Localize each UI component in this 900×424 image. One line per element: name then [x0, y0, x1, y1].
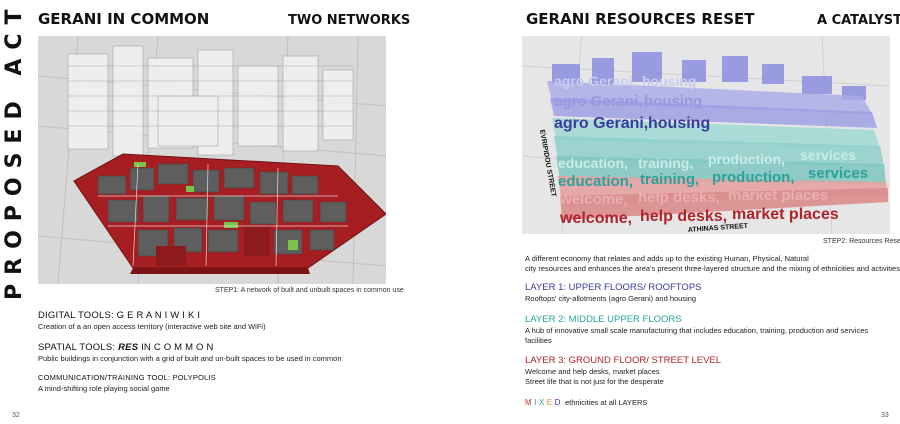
- layer-2-title: LAYER 2: MIDDLE UPPER FLOORS: [525, 314, 682, 325]
- fig-word-helpdesks-1: help desks,: [638, 189, 720, 206]
- mixed-rest-text: ethnicities at all LAYERS: [562, 398, 648, 407]
- layer-1-desc: Rooftops' city-allotments (agro Gerani) …: [525, 294, 697, 303]
- vertical-title: PROPOSED ACTION: [2, 0, 27, 300]
- left-heading: GERANI IN COMMON: [38, 10, 210, 28]
- resources-drawing: agro Gerani, housing agro Gerani, housin…: [522, 36, 890, 234]
- mixed-letter-x: X: [538, 398, 547, 407]
- right-subheading: A CATALYST: [817, 13, 900, 28]
- intro-line-1: A different economy that relates and add…: [525, 254, 809, 263]
- spatial-tools-emph: RES: [118, 342, 139, 353]
- mixed-letter-m: M: [525, 398, 535, 407]
- spatial-tools-desc: Public buildings in conjunction with a g…: [38, 354, 342, 363]
- layer-2-desc-2: facilities: [525, 336, 552, 345]
- mixed-ethnicities-line: MIXED ethnicities at all LAYERS: [525, 398, 647, 407]
- left-caption: STEP1: A network of built and unbuilt sp…: [215, 287, 404, 294]
- layer-1-title: LAYER 1: UPPER FLOORS/ ROOFTOPS: [525, 282, 702, 293]
- intro-line-2: city resources and enhances the area's p…: [525, 264, 900, 273]
- fig-word-agro-1: agro Gerani,: [554, 73, 636, 89]
- fig-word-welcome-2: welcome,: [559, 210, 632, 227]
- fig-word-market-1: market places: [728, 187, 828, 204]
- left-page: PROPOSED ACTION GERANI IN COMMON TWO NET…: [2, 0, 411, 419]
- fig-word-training-1: training,: [638, 155, 693, 171]
- layer-3-desc-2: Street life that is not just for the des…: [525, 377, 664, 386]
- network-drawing: [38, 36, 386, 284]
- fig-word-education-2: education,: [558, 173, 633, 190]
- fig-word-agro-3: agro Gerani,: [554, 115, 648, 132]
- fig-word-services-2: services: [808, 165, 868, 182]
- fig-word-market-2: market places: [732, 206, 839, 223]
- communication-tool-title: COMMUNICATION/TRAINING TOOL: POLYPOLIS: [38, 373, 216, 382]
- mixed-letter-d: D: [554, 398, 563, 407]
- layer-3-desc-1: Welcome and help desks, market places: [525, 367, 660, 376]
- digital-tools-prefix: DIGITAL TOOLS:: [38, 310, 117, 321]
- layer-3-title: LAYER 3: GROUND FLOOR/ STREET LEVEL: [525, 355, 722, 366]
- fig-word-agro-2: agro Gerani,: [554, 93, 642, 110]
- spatial-tools-title: SPATIAL TOOLS: RES IN C O M M O N: [38, 342, 214, 353]
- spatial-tools-name: IN C O M M O N: [138, 342, 214, 353]
- fig-word-housing-2: housing: [644, 93, 702, 110]
- resources-figure: agro Gerani, housing agro Gerani, housin…: [522, 36, 890, 234]
- mixed-letter-e: E: [546, 398, 555, 407]
- fig-word-education-1: education,: [558, 155, 628, 171]
- network-figure: [38, 36, 386, 284]
- communication-tool-desc: A mind-shifting role playing social game: [38, 384, 170, 393]
- left-subheading: TWO NETWORKS: [288, 13, 411, 28]
- spatial-tools-prefix: SPATIAL TOOLS:: [38, 342, 119, 353]
- fig-word-housing-3: housing: [648, 115, 710, 132]
- right-heading: GERANI RESOURCES RESET: [526, 10, 755, 28]
- athinas-street-label: ATHINAS STREET: [688, 223, 749, 234]
- fig-word-production-2: production,: [712, 169, 795, 186]
- fig-word-housing-1: housing: [642, 73, 696, 89]
- communication-tool-name: POLYPOLIS: [172, 373, 216, 382]
- digital-tools-name: G E R A N I W I K I: [116, 310, 201, 321]
- fig-word-helpdesks-2: help desks,: [640, 208, 727, 225]
- layer-2-desc-1: A hub of innovative small scale manufact…: [525, 326, 869, 335]
- fig-word-welcome-1: welcome,: [559, 191, 628, 208]
- fig-word-production-1: production,: [708, 151, 785, 167]
- mixed-letter-i: I: [534, 398, 539, 407]
- left-page-number: 32: [12, 412, 20, 419]
- digital-tools-desc: Creation of a an open access territory (…: [38, 322, 266, 331]
- fig-word-services-1: services: [800, 147, 856, 163]
- fig-word-training-2: training,: [640, 171, 699, 188]
- right-page-number: 33: [881, 412, 889, 419]
- digital-tools-title: DIGITAL TOOLS: G E R A N I W I K I: [38, 310, 200, 321]
- communication-tool-prefix: COMMUNICATION/TRAINING TOOL:: [38, 373, 173, 382]
- right-caption: STEP2: Resources Reset: [823, 238, 900, 245]
